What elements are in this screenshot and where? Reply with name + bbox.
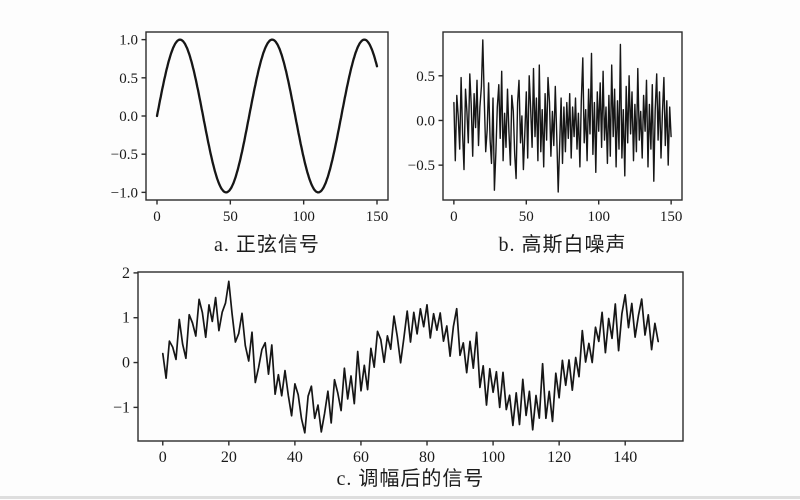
x-tick-label: 150 [660,209,683,225]
caption-sine-signal: a. 正弦信号 [214,234,320,256]
x-tick-label: 100 [587,209,610,225]
y-tick-label: 0.0 [119,109,138,125]
y-tick-label: 2 [122,265,130,282]
x-tick-label: 0 [450,209,458,225]
x-tick-label: 0 [159,449,167,465]
sine-plot-border [145,31,389,201]
y-tick-label: −1.0 [111,185,138,201]
modulated-signal-line [161,280,660,434]
x-tick-label: 100 [481,449,505,465]
x-tick-label: 20 [221,449,237,465]
x-tick-label: 140 [613,449,637,465]
y-tick-label: 1 [122,310,130,327]
y-tick-label: −0.5 [408,158,435,174]
x-tick-label: 100 [292,209,315,225]
modulated-plot-border [137,271,684,442]
x-tick-label: 80 [419,449,435,465]
modulated-signal-plot: 0 20 40 60 80 100 120 140 −1 0 1 2 [113,265,684,465]
gaussian-noise-plot: 0 50 100 150 −0.5 0.0 0.5 [408,31,683,225]
x-tick-label: 0 [153,209,161,225]
caption-gaussian-noise: b. 高斯白噪声 [498,234,627,256]
y-tick-label: 0.5 [119,71,138,87]
x-tick-label: 50 [223,209,238,225]
y-tick-label: 1.0 [119,33,138,49]
page-bottom-divider [0,496,800,499]
y-tick-label: −1 [113,399,130,416]
sine-signal-plot: 0 50 100 150 −1.0 −0.5 0.0 0.5 1.0 [111,31,389,225]
y-tick-label: 0.5 [416,69,435,85]
x-tick-label: 40 [287,449,303,465]
x-tick-label: 60 [353,449,369,465]
x-tick-label: 150 [366,209,389,225]
y-tick-label: 0 [122,355,130,372]
caption-modulated-signal: c. 调幅后的信号 [336,468,485,490]
y-tick-label: −0.5 [111,147,138,163]
y-tick-label: 0.0 [416,113,435,129]
sine-signal-line [155,38,379,194]
gaussian-noise-signal-line [453,39,672,193]
gaussian-noise-plot-border [442,31,683,201]
x-tick-label: 120 [547,449,571,465]
x-tick-label: 50 [519,209,534,225]
